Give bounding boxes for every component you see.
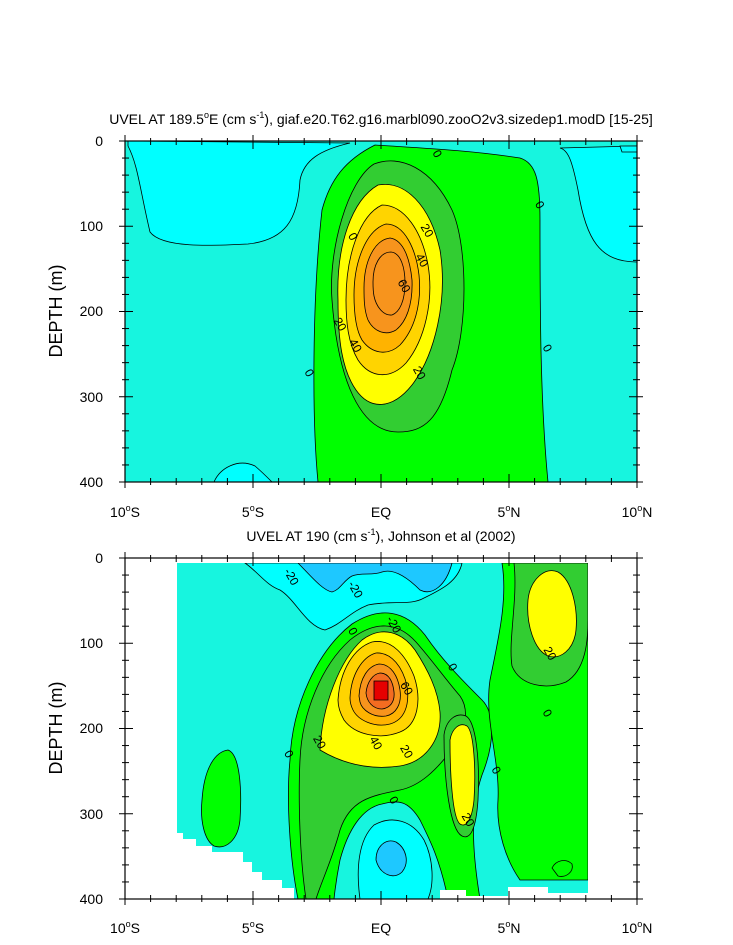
- y-tick-label: 100: [80, 218, 104, 234]
- top-panel: UVEL AT 189.5oE (cm s-1), giaf.e20.T62.g…: [46, 110, 653, 520]
- contour-label: 60: [395, 277, 414, 296]
- x-tick-label: 10oN: [622, 503, 653, 520]
- bottom-x-tick-labels: 10oS 5oS EQ 5oN 10oN: [110, 919, 652, 936]
- bottom-fill-negative-deep-inner: [375, 840, 407, 877]
- contour-label: 40: [366, 734, 385, 753]
- top-fill-negative-south: [127, 141, 351, 246]
- contour-label: 20: [459, 810, 478, 829]
- contour-label: 40: [413, 251, 432, 270]
- y-tick-label: 300: [80, 389, 104, 405]
- top-fill-negative-north: [559, 145, 637, 263]
- bottom-y-axis-title: DEPTH (m): [46, 682, 66, 775]
- top-x-tick-labels: 10oS 5oS EQ 5oN 10oN: [110, 503, 652, 520]
- contour-label: 20: [541, 644, 560, 663]
- top-field: [125, 141, 637, 482]
- bottom-mask-bottom-east: [440, 887, 548, 899]
- top-y-axis-title: DEPTH (m): [46, 265, 66, 358]
- y-tick-label: 200: [80, 303, 104, 319]
- contour-label: 20: [410, 364, 429, 383]
- top-y-tick-labels: 0 100 200 300 400: [80, 133, 104, 490]
- top-axis-ticks: [119, 135, 643, 488]
- x-tick-label: 5oS: [242, 919, 264, 936]
- bottom-y-tick-labels: 0 100 200 300 400: [80, 550, 104, 907]
- x-tick-label: EQ: [371, 920, 391, 936]
- bottom-fill-north-band-40: [527, 570, 577, 658]
- x-tick-label: 10oS: [110, 919, 140, 936]
- y-tick-label: 300: [80, 806, 104, 822]
- contour-label: 60: [397, 679, 416, 698]
- bottom-mask-bottom: [177, 833, 294, 899]
- bottom-fill-peak: [373, 680, 389, 701]
- bottom-fill-south-lobe: [201, 749, 242, 848]
- bottom-title: UVEL AT 190 (cm s-1), Johnson et al (200…: [246, 527, 515, 544]
- y-tick-label: 400: [80, 474, 104, 490]
- top-fill-negative-bottom: [213, 462, 273, 482]
- y-tick-label: 200: [80, 720, 104, 736]
- top-fill-120-140: [372, 251, 406, 316]
- contour-label: 20: [418, 221, 437, 240]
- top-fill-negative-surface: [619, 145, 637, 153]
- x-tick-label: EQ: [371, 504, 391, 520]
- bottom-mask-west: [125, 558, 177, 899]
- bottom-axis-ticks: [119, 552, 643, 905]
- contour-label: 40: [346, 336, 365, 355]
- y-tick-label: 100: [80, 635, 104, 651]
- bottom-fill-north-column-core: [449, 724, 476, 826]
- x-tick-label: 5oN: [498, 503, 521, 520]
- bottom-mask-east: [588, 558, 637, 899]
- x-tick-label: 5oS: [242, 503, 264, 520]
- bottom-field: [125, 558, 637, 899]
- top-title: UVEL AT 189.5oE (cm s-1), giaf.e20.T62.g…: [109, 110, 653, 127]
- bottom-fill-north-bottom-lobe: [551, 860, 573, 877]
- bottom-panel: UVEL AT 190 (cm s-1), Johnson et al (200…: [46, 527, 652, 936]
- contour-label: 20: [397, 742, 416, 761]
- x-tick-label: 10oN: [622, 919, 653, 936]
- contour-label: 20: [310, 733, 329, 752]
- x-tick-label: 10oS: [110, 503, 140, 520]
- y-tick-label: 0: [95, 133, 103, 149]
- bottom-fill-negative-core: [297, 562, 453, 593]
- y-tick-label: 0: [95, 550, 103, 566]
- x-tick-label: 5oN: [498, 919, 521, 936]
- y-tick-label: 400: [80, 891, 104, 907]
- contour-label: 20: [331, 315, 350, 334]
